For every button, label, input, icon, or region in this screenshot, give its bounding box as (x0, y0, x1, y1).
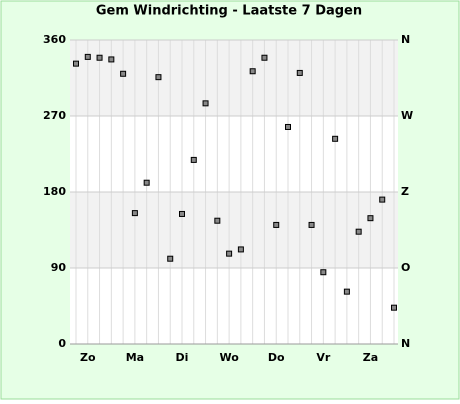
point (343, 288, 350, 295)
y2-tick-label: W (401, 109, 413, 122)
y2-tick-label: Z (401, 185, 409, 198)
x-tick-label: Vr (316, 351, 331, 364)
x-tick-label: Wo (219, 351, 239, 364)
y-tick-label: 0 (58, 337, 66, 350)
point (367, 215, 374, 222)
point (308, 221, 315, 228)
point (226, 250, 233, 257)
point (285, 123, 291, 130)
point (155, 74, 162, 81)
point (202, 100, 209, 107)
y-tick-label: 90 (51, 261, 67, 274)
point (273, 221, 280, 228)
point (96, 54, 103, 61)
x-tick-label: Za (363, 351, 378, 364)
y2-tick-label: O (401, 261, 410, 274)
chart-title: Gem Windrichting - Laatste 7 Dagen (96, 4, 362, 19)
band (70, 192, 398, 268)
x-tick-label: Di (176, 351, 189, 364)
point (167, 255, 174, 262)
point (120, 70, 127, 77)
y-tick-label: 180 (43, 185, 66, 198)
point (261, 54, 268, 61)
point (320, 269, 327, 276)
x-tick-label: Zo (80, 351, 96, 364)
band (70, 40, 398, 116)
point (355, 228, 362, 235)
point (84, 53, 91, 60)
point (296, 69, 303, 76)
point (391, 304, 397, 311)
x-tick-label: Do (268, 351, 285, 364)
point (108, 56, 115, 63)
x-tick-label: Ma (126, 351, 144, 364)
y-tick-label: 360 (43, 33, 66, 46)
y2-tick-label: N (401, 33, 410, 46)
y-tick-label: 270 (43, 109, 66, 122)
point (131, 210, 138, 217)
point (214, 217, 221, 224)
point (73, 60, 79, 67)
point (143, 179, 150, 186)
point (190, 156, 197, 163)
point (332, 135, 339, 142)
point (237, 246, 244, 253)
point (379, 196, 386, 203)
point (179, 210, 185, 217)
y2-tick-label: N (401, 337, 410, 350)
point (249, 68, 256, 75)
